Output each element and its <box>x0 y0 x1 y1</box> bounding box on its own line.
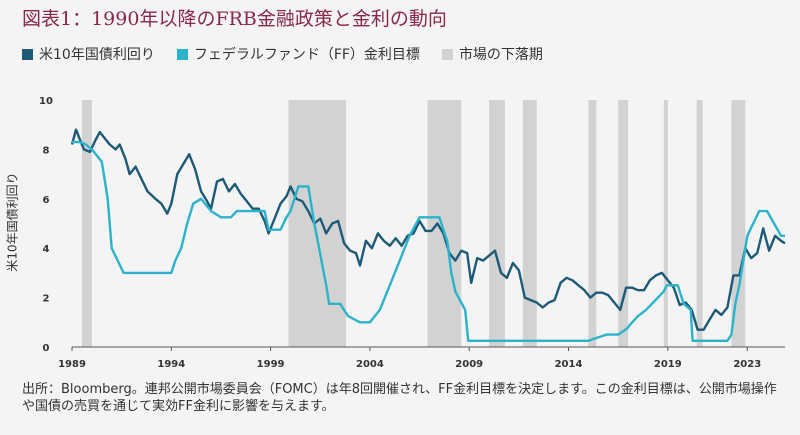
x-tick-label-1: 1994 <box>157 359 185 370</box>
legend-label-ff: フェデラルファンド（FF）金利目標 <box>193 47 420 63</box>
footnote: 出所：Bloomberg。連邦公開市場委員会（FOMC）は年8回開催され、FF金… <box>22 382 777 414</box>
legend-item-ff: フェデラルファンド（FF）金利目標 <box>176 44 420 64</box>
legend-label-10y: 米10年国債利回り <box>39 47 155 63</box>
shaded-period-7 <box>663 100 668 347</box>
shaded-period-5 <box>588 100 597 347</box>
legend-label-downturn: 市場の下落期 <box>458 47 543 63</box>
chart-title: 図表1：1990年以降のFRB金融政策と金利の動向 <box>22 8 447 30</box>
y-tick-label-5: 10 <box>39 96 53 107</box>
legend-swatch-downturn <box>441 48 453 60</box>
y-tick-label-0: 0 <box>43 343 50 354</box>
y-tick-label-4: 8 <box>43 145 50 156</box>
legend-item-downturn: 市場の下落期 <box>441 44 543 64</box>
shaded-period-0 <box>81 100 92 347</box>
series-line-1 <box>72 140 785 342</box>
x-tick-label-2: 1999 <box>257 359 285 370</box>
x-tick-label-7: 2023 <box>733 359 761 370</box>
y-tick-label-3: 6 <box>43 195 50 206</box>
series-lines <box>70 128 786 342</box>
y-tick-label-2: 4 <box>43 244 50 255</box>
legend: 米10年国債利回り フェデラルファンド（FF）金利目標 市場の下落期 <box>22 44 565 64</box>
axes <box>71 346 785 351</box>
tick-labels: 0 2 4 6 8 10 1989 1994 1999 2004 2009 2014 2019 2023 <box>39 96 761 370</box>
shaded-period-9 <box>731 100 746 347</box>
legend-swatch-ff <box>176 48 188 60</box>
x-tick-label-4: 2009 <box>455 359 483 370</box>
shaded-period-2 <box>427 100 462 347</box>
shaded-period-1 <box>288 100 347 347</box>
x-tick-label-6: 2019 <box>654 359 682 370</box>
x-tick-label-5: 2014 <box>555 359 583 370</box>
legend-swatch-10y <box>22 48 33 60</box>
x-tick-label-0: 1989 <box>58 359 86 370</box>
x-tick-label-3: 2004 <box>356 359 384 370</box>
shaded-period-4 <box>522 100 537 347</box>
y-tick-label-1: 2 <box>43 294 50 305</box>
shaded-period-3 <box>489 100 505 347</box>
shaded-period-6 <box>618 100 629 347</box>
legend-item-10y: 米10年国債利回り <box>22 44 155 64</box>
series-line-0 <box>70 128 786 331</box>
shaded-period-8 <box>696 100 703 347</box>
shaded-periods <box>81 100 746 347</box>
